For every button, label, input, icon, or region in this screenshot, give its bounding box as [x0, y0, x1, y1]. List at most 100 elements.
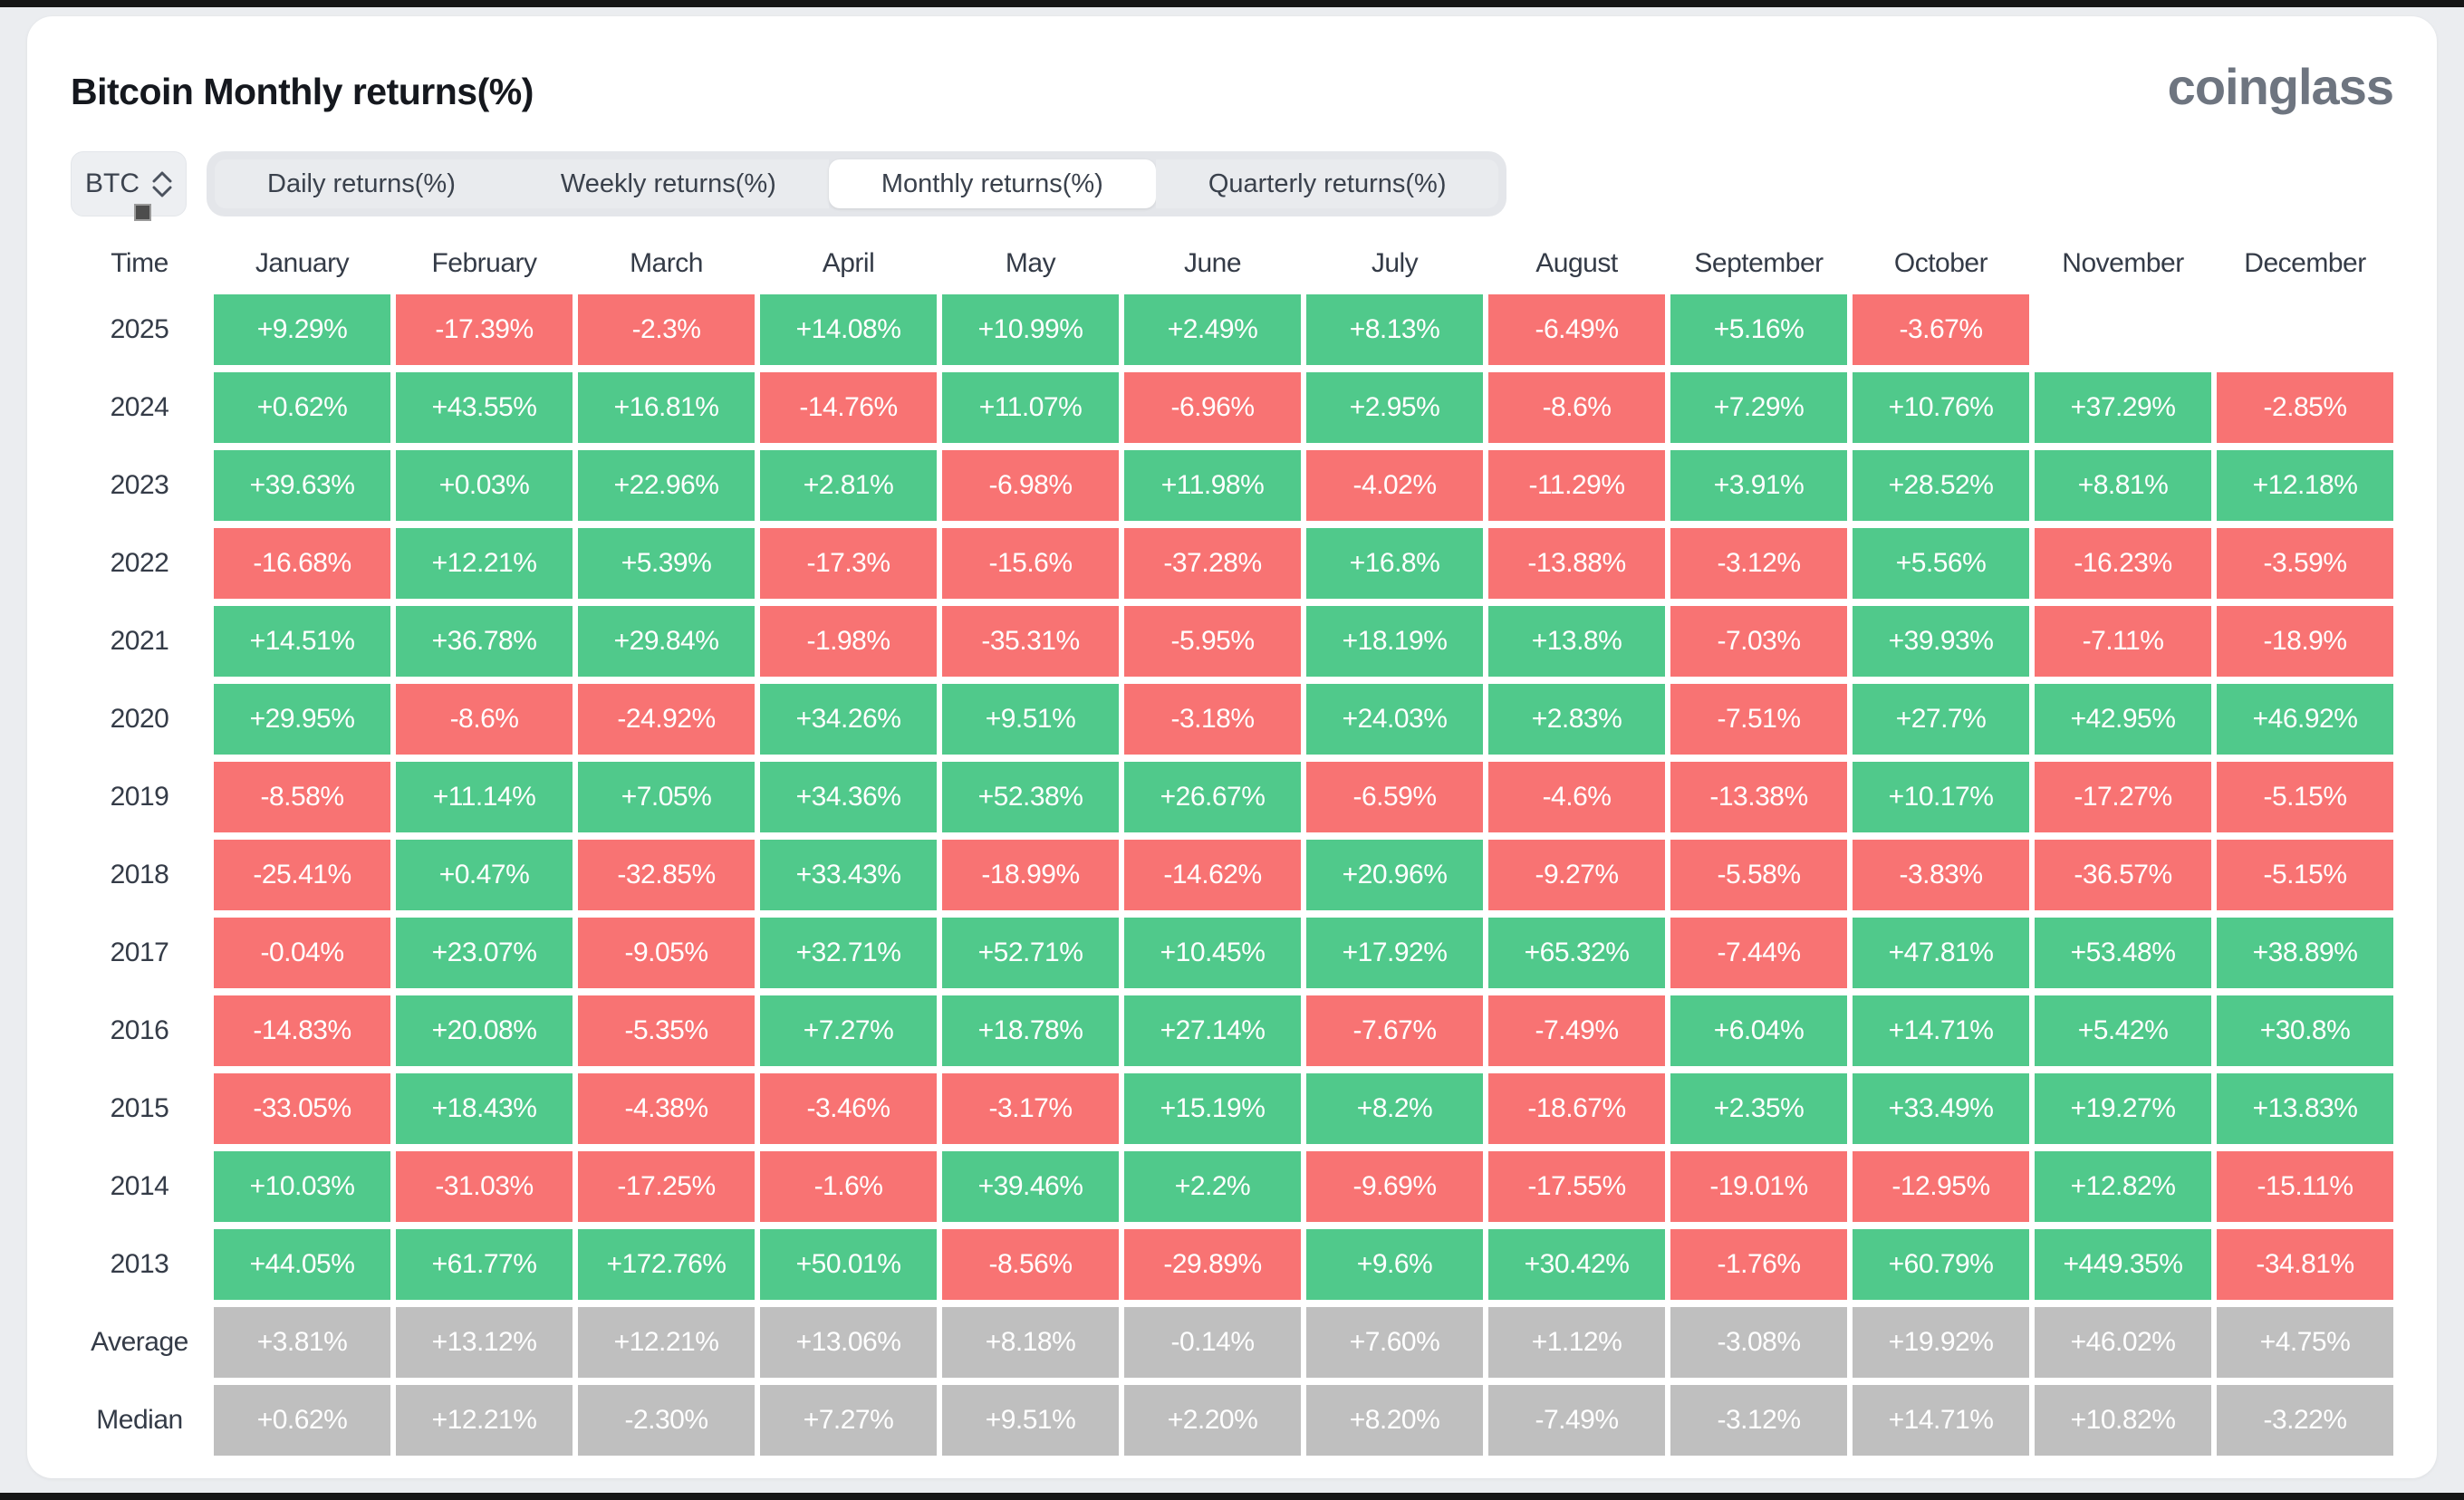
- return-cell: -3.12%: [1670, 528, 1847, 599]
- month-header-january: January: [255, 248, 350, 278]
- symbol-select[interactable]: BTC: [71, 151, 187, 221]
- return-cell: -29.89%: [1124, 1229, 1301, 1300]
- return-cell: -13.88%: [1488, 528, 1665, 599]
- return-cell: +12.18%: [2217, 450, 2393, 521]
- row-label-2018: 2018: [110, 860, 169, 889]
- return-cell: -14.83%: [214, 995, 390, 1066]
- return-cell: +12.82%: [2035, 1151, 2211, 1222]
- return-cell: -8.56%: [942, 1229, 1119, 1300]
- return-cell: -15.6%: [942, 528, 1119, 599]
- row-label-2025: 2025: [110, 314, 169, 344]
- return-cell: -14.76%: [760, 372, 937, 443]
- tab-monthly[interactable]: Monthly returns(%): [828, 159, 1156, 208]
- row-label-2024: 2024: [110, 392, 169, 422]
- tab-quarterly[interactable]: Quarterly returns(%): [1155, 159, 1499, 208]
- coinglass-logo: coinglass: [2167, 58, 2394, 115]
- return-cell: +36.78%: [396, 606, 573, 677]
- return-cell: +20.08%: [396, 995, 573, 1066]
- return-cell: +14.71%: [1853, 1385, 2029, 1456]
- return-cell: +12.21%: [396, 528, 573, 599]
- row-label-2016: 2016: [110, 1015, 169, 1045]
- return-cell: +43.55%: [396, 372, 573, 443]
- return-cell: +16.81%: [578, 372, 755, 443]
- return-cell: -7.44%: [1670, 918, 1847, 988]
- return-cell: -25.41%: [214, 840, 390, 910]
- return-cell: -7.03%: [1670, 606, 1847, 677]
- return-cell: -1.6%: [760, 1151, 937, 1222]
- return-cell: +7.05%: [578, 762, 755, 832]
- return-cell: -3.12%: [1670, 1385, 1847, 1456]
- return-cell: +6.04%: [1670, 995, 1847, 1066]
- return-cell: -8.6%: [1488, 372, 1665, 443]
- month-header-november: November: [2062, 248, 2184, 278]
- return-cell: -5.15%: [2217, 840, 2393, 910]
- return-cell: +172.76%: [578, 1229, 755, 1300]
- row-label-average: Average: [91, 1327, 188, 1357]
- return-cell: -7.67%: [1306, 995, 1483, 1066]
- select-arrows-icon: [152, 171, 172, 197]
- symbol-select-value: BTC: [85, 168, 140, 198]
- return-cell: +13.06%: [760, 1307, 937, 1378]
- return-cell: -5.95%: [1124, 606, 1301, 677]
- return-cell: -9.27%: [1488, 840, 1665, 910]
- row-label-2023: 2023: [110, 470, 169, 500]
- return-cell: -17.25%: [578, 1151, 755, 1222]
- month-header-march: March: [630, 248, 703, 278]
- return-cell: -9.69%: [1306, 1151, 1483, 1222]
- return-cell: +11.98%: [1124, 450, 1301, 521]
- return-cell: -17.55%: [1488, 1151, 1665, 1222]
- return-cell: -17.27%: [2035, 762, 2211, 832]
- row-label-2013: 2013: [110, 1249, 169, 1279]
- return-cell: -18.9%: [2217, 606, 2393, 677]
- return-cell: -0.04%: [214, 918, 390, 988]
- row-label-2019: 2019: [110, 782, 169, 812]
- return-cell: +8.2%: [1306, 1073, 1483, 1144]
- return-cell: +14.08%: [760, 294, 937, 365]
- return-cell: +2.20%: [1124, 1385, 1301, 1456]
- return-cell: -34.81%: [2217, 1229, 2393, 1300]
- return-cell: +61.77%: [396, 1229, 573, 1300]
- return-cell: -18.99%: [942, 840, 1119, 910]
- return-cell: -6.59%: [1306, 762, 1483, 832]
- tab-daily[interactable]: Daily returns(%): [215, 159, 508, 208]
- return-cell: -6.96%: [1124, 372, 1301, 443]
- return-cell: +13.8%: [1488, 606, 1665, 677]
- return-cell: +0.62%: [214, 1385, 390, 1456]
- return-cell: -16.68%: [214, 528, 390, 599]
- return-cell: -4.02%: [1306, 450, 1483, 521]
- return-cell: +26.67%: [1124, 762, 1301, 832]
- return-cell: +4.75%: [2217, 1307, 2393, 1378]
- return-cell: +10.76%: [1853, 372, 2029, 443]
- empty-cell: [2035, 294, 2211, 365]
- return-cell: +11.07%: [942, 372, 1119, 443]
- return-cell: +2.49%: [1124, 294, 1301, 365]
- return-cell: +9.51%: [942, 1385, 1119, 1456]
- return-cell: +20.96%: [1306, 840, 1483, 910]
- return-cell: +2.2%: [1124, 1151, 1301, 1222]
- month-header-april: April: [822, 248, 875, 278]
- return-cell: -7.49%: [1488, 995, 1665, 1066]
- return-cell: -19.01%: [1670, 1151, 1847, 1222]
- return-cell: +15.19%: [1124, 1073, 1301, 1144]
- return-cell: +18.19%: [1306, 606, 1483, 677]
- return-cell: +13.12%: [396, 1307, 573, 1378]
- return-cell: -5.15%: [2217, 762, 2393, 832]
- page-title: Bitcoin Monthly returns(%): [71, 71, 534, 112]
- return-cell: +46.92%: [2217, 684, 2393, 755]
- return-cell: +32.71%: [760, 918, 937, 988]
- empty-cell: [2217, 294, 2393, 365]
- return-cell: +38.89%: [2217, 918, 2393, 988]
- return-cell: +10.03%: [214, 1151, 390, 1222]
- return-cell: -15.11%: [2217, 1151, 2393, 1222]
- return-cell: +34.26%: [760, 684, 937, 755]
- return-cell: -8.58%: [214, 762, 390, 832]
- return-cell: +44.05%: [214, 1229, 390, 1300]
- return-cell: -3.08%: [1670, 1307, 1847, 1378]
- return-cell: +22.96%: [578, 450, 755, 521]
- return-cell: +8.20%: [1306, 1385, 1483, 1456]
- tab-weekly[interactable]: Weekly returns(%): [507, 159, 829, 208]
- return-cell: -18.67%: [1488, 1073, 1665, 1144]
- return-cell: +17.92%: [1306, 918, 1483, 988]
- return-cell: +10.82%: [2035, 1385, 2211, 1456]
- return-cell: +7.27%: [760, 995, 937, 1066]
